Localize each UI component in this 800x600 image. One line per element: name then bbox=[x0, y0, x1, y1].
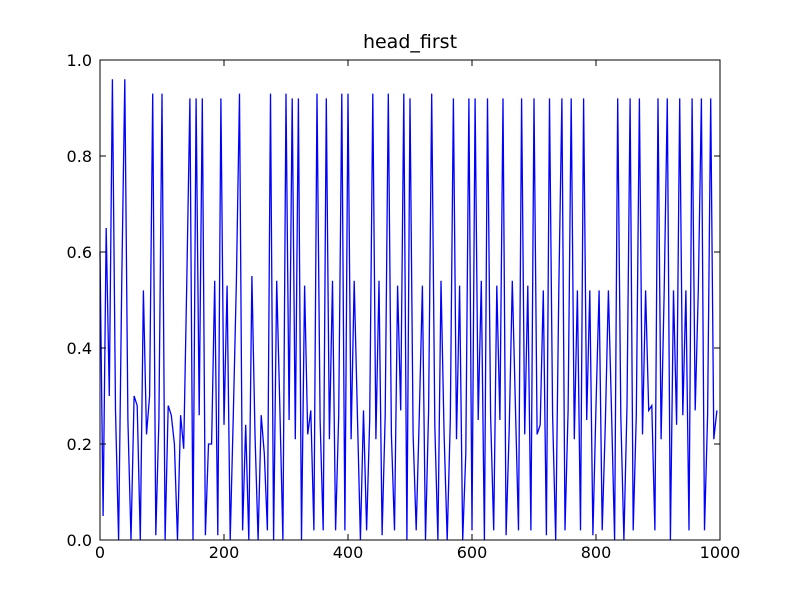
x-tick-label: 600 bbox=[457, 543, 488, 562]
x-tick-label: 400 bbox=[333, 543, 364, 562]
x-tick-label: 200 bbox=[209, 543, 240, 562]
y-tick-label: 0.6 bbox=[67, 243, 92, 262]
chart-title: head_first bbox=[363, 31, 457, 53]
y-tick-label: 0.4 bbox=[67, 339, 92, 358]
plot-area bbox=[99, 79, 718, 541]
x-tick-label: 0 bbox=[95, 543, 105, 562]
y-tick-label: 1.0 bbox=[67, 51, 92, 70]
y-tick-label: 0.2 bbox=[67, 435, 92, 454]
x-tick-label: 800 bbox=[581, 543, 612, 562]
axes-frame bbox=[99, 59, 721, 541]
y-tick-label: 0.8 bbox=[67, 147, 92, 166]
x-tick-label: 1000 bbox=[700, 543, 741, 562]
y-tick-label: 0.0 bbox=[67, 531, 92, 550]
data-line bbox=[99, 79, 718, 541]
